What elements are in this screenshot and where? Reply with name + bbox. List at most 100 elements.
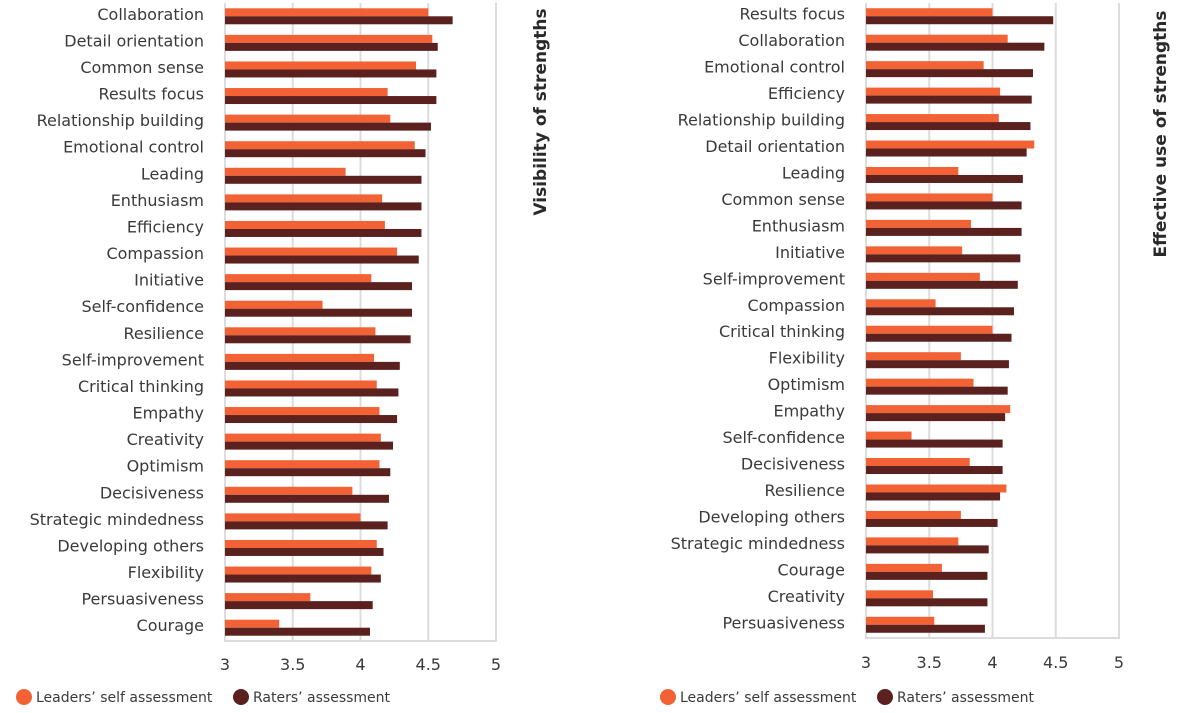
- visibility-bar-self-assessment: [225, 247, 398, 256]
- visibility-category-label: Developing others: [57, 536, 204, 555]
- visibility-category-label: Strategic mindedness: [30, 510, 204, 529]
- effective-use-bar-raters-assessment: [866, 439, 1003, 448]
- visibility-bar-self-assessment: [225, 88, 388, 97]
- visibility-bar-raters-assessment: [225, 627, 370, 636]
- effective-use-category-label: Results focus: [739, 5, 845, 24]
- effective-use-category-label: Optimism: [768, 375, 845, 394]
- effective-use-bar-self-assessment: [866, 193, 993, 202]
- effective-use-bars: [866, 8, 1054, 633]
- effective-use-bar-raters-assessment: [866, 545, 989, 554]
- effective-use-bar-self-assessment: [866, 458, 970, 467]
- effective-use-tick-label: 3.5: [917, 653, 942, 672]
- effective-use-category-label: Strategic mindedness: [671, 534, 845, 553]
- effective-use-bar-self-assessment: [866, 616, 935, 625]
- visibility-bar-raters-assessment: [225, 494, 389, 503]
- visibility-bar-self-assessment: [225, 114, 391, 123]
- visibility-grid: [224, 3, 497, 642]
- visibility-bar-raters-assessment: [225, 388, 399, 397]
- visibility-bar-raters-assessment: [225, 42, 438, 51]
- visibility-category-label: Empathy: [132, 404, 204, 423]
- visibility-tick-label: 4.5: [416, 655, 441, 674]
- effective-use-bar-raters-assessment: [866, 174, 1023, 183]
- visibility-bar-self-assessment: [225, 300, 323, 309]
- visibility-bar-raters-assessment: [225, 601, 373, 610]
- visibility-bar-raters-assessment: [225, 255, 419, 264]
- visibility-tick-label: 4: [355, 655, 365, 674]
- visibility-bars: [225, 8, 453, 636]
- effective-use-bar-self-assessment: [866, 8, 993, 17]
- visibility-bar-self-assessment: [225, 486, 353, 495]
- effective-use-category-label: Decisiveness: [741, 455, 845, 474]
- effective-use-category-label: Common sense: [721, 190, 845, 209]
- legend-swatch-raters-assessment-icon: [877, 689, 893, 705]
- effective-use-category-label: Developing others: [698, 507, 845, 526]
- visibility-title: Visibility of strengths: [531, 8, 551, 215]
- visibility-category-label: Creativity: [127, 430, 204, 449]
- visibility-bar-self-assessment: [225, 353, 375, 362]
- effective-use-category-label: Collaboration: [738, 31, 845, 50]
- effective-use-category-label: Detail orientation: [705, 137, 845, 156]
- visibility-bar-self-assessment: [225, 194, 383, 203]
- effective-use-title: Effective use of strengths: [1151, 11, 1171, 258]
- visibility-bar-raters-assessment: [225, 96, 437, 105]
- visibility-category-label: Common sense: [80, 58, 204, 77]
- visibility-bar-self-assessment: [225, 8, 429, 17]
- visibility-bar-self-assessment: [225, 407, 380, 416]
- visibility-category-label: Initiative: [134, 271, 204, 290]
- effective-use-bar-self-assessment: [866, 219, 971, 228]
- effective-use-bar-raters-assessment: [866, 360, 1009, 369]
- effective-use-bar-self-assessment: [866, 140, 1035, 149]
- legend-swatch-self-assessment-icon: [16, 689, 32, 705]
- visibility-bar-self-assessment: [225, 380, 377, 389]
- visibility-category-label: Decisiveness: [100, 483, 204, 502]
- effective-use-bar-raters-assessment: [866, 254, 1021, 263]
- visibility-bar-raters-assessment: [225, 521, 388, 530]
- visibility-category-label: Optimism: [127, 457, 204, 476]
- effective-use-category-label: Compassion: [747, 296, 845, 315]
- effective-use-category-label: Creativity: [768, 587, 845, 606]
- effective-use-bar-self-assessment: [866, 114, 999, 123]
- visibility-category-label: Emotional control: [63, 138, 204, 157]
- effective-use-legend: Leaders’ self assessment Raters’ assessme…: [660, 689, 1035, 706]
- effective-use-bar-self-assessment: [866, 590, 934, 599]
- effective-use-tick-label: 5: [1114, 653, 1124, 672]
- effective-use-bar-self-assessment: [866, 537, 959, 546]
- effective-use-bar-self-assessment: [866, 563, 942, 572]
- effective-use-category-label: Emotional control: [704, 58, 845, 77]
- visibility-category-label: Efficiency: [127, 217, 204, 236]
- effective-use-bar-raters-assessment: [866, 69, 1033, 78]
- effective-use-tick-label: 4.5: [1043, 653, 1068, 672]
- visibility-tick-label: 5: [491, 655, 501, 674]
- effective-use-category-label: Leading: [782, 163, 845, 182]
- effective-use-bar-self-assessment: [866, 510, 961, 519]
- visibility-bar-self-assessment: [225, 593, 311, 602]
- visibility-category-label: Enthusiasm: [111, 191, 204, 210]
- effective-use-bar-raters-assessment: [866, 227, 1022, 236]
- effective-use-category-label: Efficiency: [768, 84, 845, 103]
- effective-use-chart: Results focus Collaboration Emotional cont…: [660, 3, 1171, 706]
- effective-use-bar-raters-assessment: [866, 280, 1018, 289]
- effective-use-bar-raters-assessment: [866, 201, 1022, 210]
- visibility-bar-raters-assessment: [225, 202, 422, 211]
- visibility-bar-self-assessment: [225, 61, 417, 70]
- visibility-category-label: Self-improvement: [62, 350, 204, 369]
- effective-use-bar-self-assessment: [866, 352, 961, 361]
- legend-label: Leaders’ self assessment: [680, 690, 857, 706]
- visibility-bar-self-assessment: [225, 433, 381, 442]
- visibility-bar-self-assessment: [225, 220, 385, 229]
- visibility-bar-raters-assessment: [225, 308, 412, 317]
- visibility-category-label: Collaboration: [97, 5, 204, 24]
- visibility-bar-self-assessment: [225, 566, 372, 575]
- visibility-bar-self-assessment: [225, 327, 376, 336]
- visibility-bar-raters-assessment: [225, 149, 426, 158]
- effective-use-bar-raters-assessment: [866, 95, 1032, 104]
- effective-use-bar-raters-assessment: [866, 148, 1027, 157]
- effective-use-bar-self-assessment: [866, 378, 974, 387]
- visibility-bar-self-assessment: [225, 513, 361, 522]
- visibility-tick-labels: 3 3.5 4 4.5 5: [220, 655, 501, 674]
- visibility-bar-self-assessment: [225, 167, 346, 176]
- effective-use-bar-self-assessment: [866, 405, 1011, 414]
- visibility-bar-raters-assessment: [225, 69, 437, 78]
- legend-label: Leaders’ self assessment: [36, 690, 213, 706]
- effective-use-bar-self-assessment: [866, 87, 1001, 96]
